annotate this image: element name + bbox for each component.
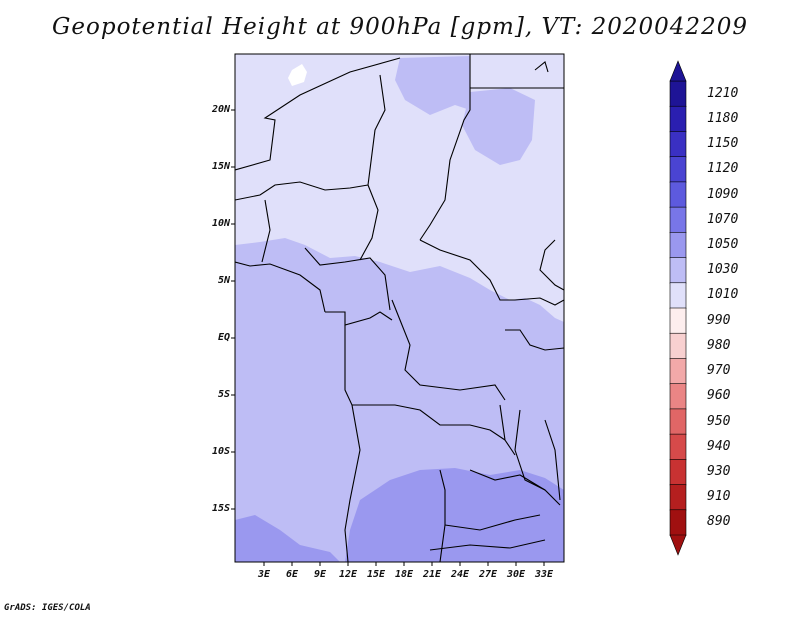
colorbar-swatch-1030	[669, 257, 687, 284]
lat-label-10n: 10N	[211, 218, 230, 229]
colorbar-swatch-980	[669, 332, 687, 360]
lat-label-10s: 10S	[211, 446, 230, 457]
colorbar-swatch-990	[669, 307, 687, 335]
colorbar-swatch-1090	[669, 181, 687, 208]
field-1030-1050-east	[462, 88, 535, 165]
lon-label-21e: 21E	[422, 569, 442, 580]
lat-label-20n: 20N	[211, 104, 230, 115]
field-1050-1070-west	[235, 515, 340, 562]
colorbar-label-970: 970	[707, 363, 731, 379]
country-boundaries	[235, 54, 564, 562]
colorbar-label-960: 960	[707, 388, 731, 404]
colorbar-swatch-1120	[669, 156, 687, 183]
colorbar	[669, 60, 687, 556]
chart-title: Geopotential Height at 900hPa [gpm], VT:…	[52, 14, 748, 40]
colorbar-label-910: 910	[707, 489, 731, 505]
colorbar-swatch-910	[669, 484, 687, 511]
field-below-1010	[288, 64, 307, 86]
lat-ticks	[231, 109, 235, 510]
colorbar-swatch-940	[669, 433, 687, 461]
colorbar-swatch-1070	[669, 206, 687, 234]
colorbar-top-arrow	[669, 60, 687, 82]
lon-label-9e: 9E	[313, 569, 327, 580]
colorbar-label-1030: 1030	[707, 262, 739, 278]
colorbar-swatch-970	[669, 358, 687, 385]
colorbar-label-890: 890	[707, 514, 731, 530]
colorbar-label-990: 990	[707, 312, 731, 328]
colorbar-label-930: 930	[707, 463, 731, 479]
colorbar-label-1050: 1050	[707, 236, 739, 252]
colorbar-swatch-890	[669, 509, 687, 536]
lat-label-15s: 15S	[211, 503, 230, 514]
lon-ticks	[263, 562, 545, 566]
colorbar-label-1180: 1180	[707, 110, 739, 126]
colorbar-swatch-930	[669, 459, 687, 486]
lon-label-30e: 30E	[506, 569, 526, 580]
colorbar-swatch-1210	[669, 80, 687, 108]
colorbar-label-1010: 1010	[707, 287, 739, 303]
lat-label-15n: 15N	[211, 161, 230, 172]
colorbar-swatch-1180	[669, 105, 687, 133]
colorbar-bottom-arrow	[669, 534, 687, 556]
field-1030-1050-north	[395, 56, 470, 115]
colorbar-swatch-1010	[669, 282, 687, 309]
lat-label-5n: 5N	[217, 275, 230, 286]
colorbar-label-1070: 1070	[707, 211, 739, 227]
lon-label-12e: 12E	[338, 569, 358, 580]
colorbar-label-940: 940	[707, 438, 731, 454]
map-fill	[235, 54, 564, 562]
colorbar-swatch-1050	[669, 232, 687, 259]
colorbar-label-1120: 1120	[707, 161, 739, 177]
lon-label-18e: 18E	[394, 569, 414, 580]
colorbar-label-1150: 1150	[707, 136, 739, 152]
lat-label-5s: 5S	[217, 389, 230, 400]
colorbar-swatch-950	[669, 408, 687, 435]
colorbar-swatch-960	[669, 383, 687, 410]
lat-label-eq: EQ	[217, 332, 230, 343]
colorbar-label-1210: 1210	[707, 85, 739, 101]
lon-label-3e: 3E	[257, 569, 271, 580]
lon-label-6e: 6E	[285, 569, 299, 580]
lon-label-33e: 33E	[534, 569, 554, 580]
colorbar-label-1090: 1090	[707, 186, 739, 202]
lon-label-24e: 24E	[450, 569, 470, 580]
field-1050-1070	[345, 468, 564, 562]
map-frame	[234, 53, 565, 563]
colorbar-label-980: 980	[707, 337, 731, 353]
colorbar-swatch-1150	[669, 131, 687, 158]
footer-credit: GrADS: IGES/COLA	[4, 603, 91, 613]
lon-label-27e: 27E	[478, 569, 498, 580]
colorbar-label-950: 950	[707, 413, 731, 429]
lon-label-15e: 15E	[366, 569, 386, 580]
